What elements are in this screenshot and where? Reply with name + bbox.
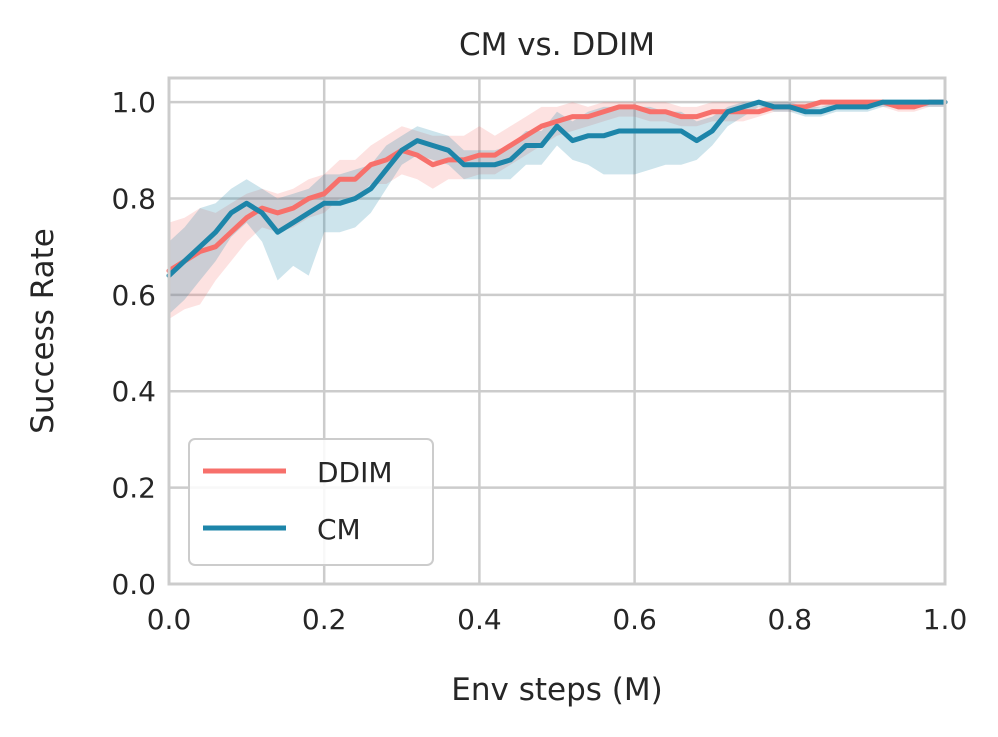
y-tick-label: 0.0: [111, 568, 156, 601]
band-cm: [169, 102, 945, 315]
x-tick-label: 0.0: [147, 603, 192, 636]
x-tick-label: 0.6: [612, 603, 657, 636]
x-tick-label: 1.0: [923, 603, 968, 636]
y-tick-label: 0.8: [111, 182, 156, 215]
y-tick-label: 1.0: [111, 86, 156, 119]
y-tick-label: 0.6: [111, 279, 156, 312]
y-tick-label: 0.2: [111, 472, 156, 505]
confidence-bands: [169, 102, 945, 319]
x-tick-label: 0.8: [768, 603, 813, 636]
legend-label-ddim: DDIM: [317, 456, 393, 489]
line-cm: [166, 99, 948, 279]
y-ticks: 0.0 0.2 0.4 0.6 0.8 1.0: [111, 86, 156, 601]
series-lines: [166, 99, 948, 279]
y-tick-label: 0.4: [111, 375, 156, 408]
band-ddim: [169, 102, 945, 319]
x-tick-label: 0.2: [302, 603, 347, 636]
legend-label-cm: CM: [317, 513, 361, 546]
x-tick-label: 0.4: [457, 603, 502, 636]
plot-frame: [167, 76, 947, 586]
line-ddim: [166, 99, 948, 274]
legend-box: [188, 438, 434, 566]
legend: DDIM CM: [188, 438, 434, 566]
chart-title: CM vs. DDIM: [459, 27, 655, 63]
y-axis-label: Success Rate: [25, 228, 61, 434]
x-ticks: 0.0 0.2 0.4 0.6 0.8 1.0: [147, 603, 968, 636]
x-axis-label: Env steps (M): [451, 672, 662, 708]
